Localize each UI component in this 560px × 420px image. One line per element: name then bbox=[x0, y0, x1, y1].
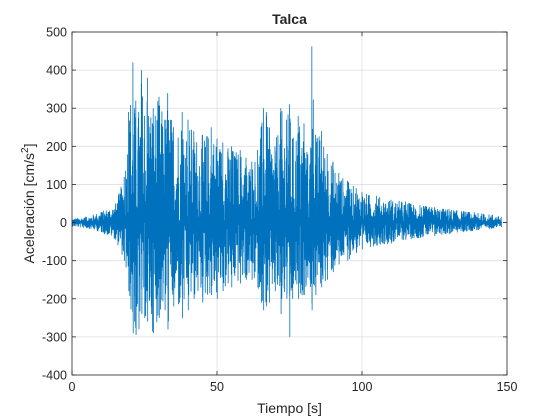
chart-title: Talca bbox=[272, 11, 307, 27]
acceleration-signal-line bbox=[72, 46, 502, 337]
y-axis-label: Aceleración [cm/s2] bbox=[20, 144, 37, 264]
y-tick-label: -100 bbox=[42, 254, 67, 268]
x-tick-label: 0 bbox=[69, 380, 76, 394]
x-tick-label: 50 bbox=[210, 380, 224, 394]
axis-ticks bbox=[71, 31, 508, 376]
tick-labels: 0 50 100 150 -400 -300 -200 -100 0 100 200 300 400 50… bbox=[42, 26, 518, 395]
x-axis-label: Tiempo [s] bbox=[257, 400, 322, 416]
y-tick-label: 500 bbox=[46, 26, 67, 40]
y-tick-label: -300 bbox=[42, 330, 67, 344]
y-tick-label: 100 bbox=[46, 178, 67, 192]
y-axis-label-superscript: 2 bbox=[20, 147, 31, 153]
y-tick-label: -400 bbox=[42, 369, 67, 383]
y-axis-label-close: ] bbox=[21, 144, 37, 148]
x-tick-label: 100 bbox=[352, 380, 373, 394]
y-tick-label: 300 bbox=[46, 102, 67, 116]
y-tick-label: 400 bbox=[46, 64, 67, 78]
y-axis-label-main: Aceleración [cm/s bbox=[21, 153, 37, 263]
data-series bbox=[72, 46, 502, 337]
y-tick-label: -200 bbox=[42, 292, 67, 306]
y-tick-label: 200 bbox=[46, 140, 67, 154]
y-tick-label: 0 bbox=[60, 216, 67, 230]
x-tick-label: 150 bbox=[497, 380, 518, 394]
axes-box bbox=[71, 31, 508, 376]
